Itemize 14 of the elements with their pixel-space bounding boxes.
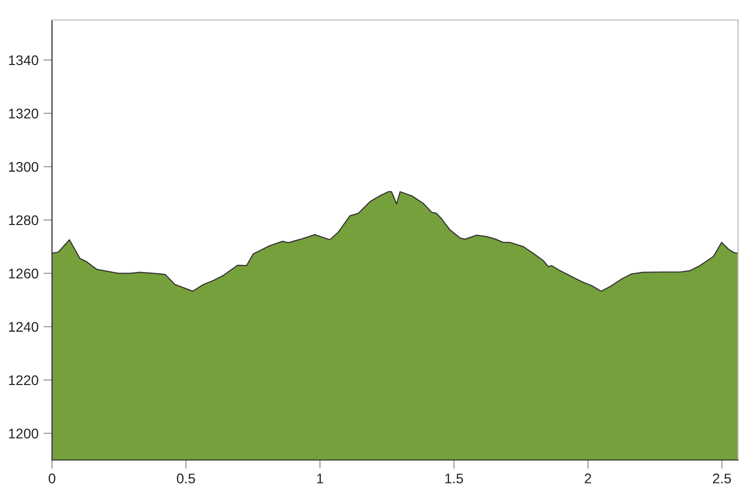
y-tick-label: 1240: [8, 322, 38, 332]
y-tick-label: 1220: [8, 375, 38, 386]
y-tick-label: 1280: [8, 215, 38, 226]
x-tick-label: 2.5: [712, 474, 731, 484]
y-tick-label: 1320: [8, 108, 38, 119]
y-tick-label: 1340: [8, 55, 38, 66]
x-tick-label: 1.5: [445, 474, 464, 484]
y-tick-label: 1260: [8, 268, 38, 279]
x-tick-label: 0.5: [176, 474, 196, 484]
y-tick-label: 1200: [8, 428, 38, 439]
y-tick-label: 1300: [8, 162, 38, 172]
x-tick-label: 1: [317, 474, 324, 484]
x-tick-label: 2: [584, 474, 592, 484]
x-tick-label: 0: [48, 474, 56, 484]
